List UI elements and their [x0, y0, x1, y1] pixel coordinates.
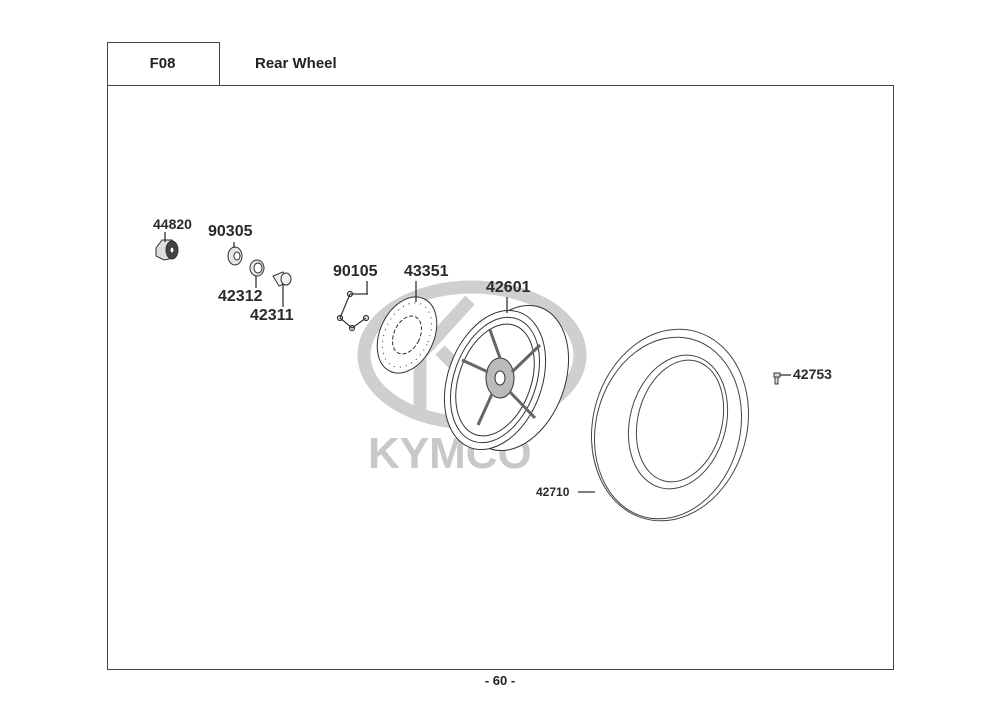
header-divider	[107, 85, 894, 86]
part-42311-spacer	[272, 271, 292, 287]
part-label-42710: 42710	[536, 485, 570, 499]
leader-lines	[164, 232, 791, 493]
section-code: F08	[149, 55, 176, 72]
part-label-44820: 44820	[153, 216, 192, 232]
diagram-frame	[107, 85, 894, 670]
part-90105-bolts	[336, 290, 370, 332]
section-code-cell	[107, 42, 220, 85]
part-label-90305: 90305	[208, 223, 253, 240]
part-42312-collar	[249, 259, 265, 277]
part-label-43351: 43351	[404, 263, 449, 280]
page-number: - 60 -	[484, 673, 516, 688]
part-90305-nut	[227, 246, 243, 266]
part-label-42601: 42601	[486, 279, 531, 296]
part-label-42311: 42311	[250, 307, 294, 324]
part-43351-brake-disc	[376, 296, 438, 374]
part-label-90105: 90105	[333, 263, 378, 280]
part-label-42753: 42753	[793, 366, 832, 382]
part-42601-rear-rim	[443, 304, 570, 452]
part-42753-valve	[773, 372, 781, 385]
part-label-42312: 42312	[218, 288, 263, 305]
page-title: Rear Wheel	[255, 55, 337, 72]
part-42710-tire	[591, 328, 749, 522]
part-44820-gear-drive	[155, 239, 179, 261]
